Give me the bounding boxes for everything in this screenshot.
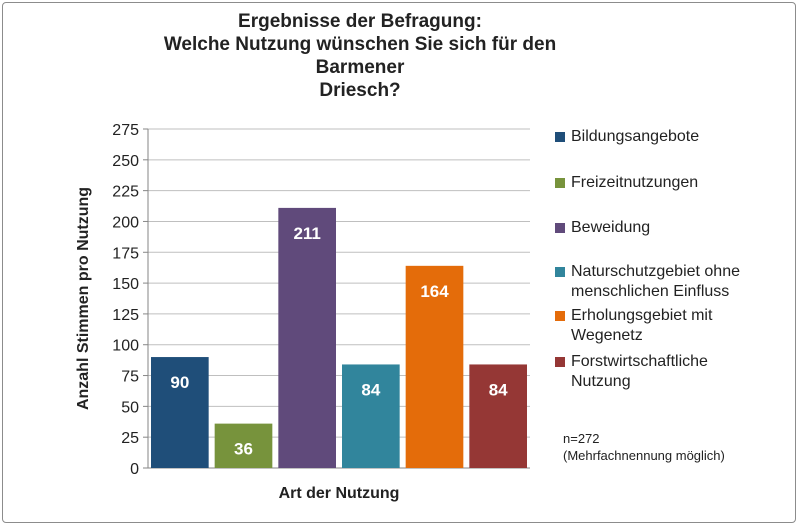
data-label: 164 [420,282,449,301]
bar-5 [405,265,464,468]
y-tick-label: 0 [130,461,139,478]
y-tick-label: 75 [121,369,139,386]
legend-label: Freizeitnutzungen [571,174,699,191]
y-tick-label: 250 [112,153,139,170]
y-tick-label: 275 [112,122,139,139]
legend-label: Forstwirtschaftliche Nutzung [571,353,708,390]
legend-label: Beweidung [571,219,651,236]
y-tick-label: 225 [112,184,139,201]
legend-label: Bildungsangebote [571,128,700,145]
legend-swatch [555,132,565,142]
bar-2 [214,423,273,468]
data-label: 211 [293,224,320,243]
y-tick-label: 175 [112,245,139,262]
bar-1 [151,357,209,468]
legend-swatch [555,357,565,367]
legend-swatch [555,178,565,188]
data-label: 90 [170,373,189,392]
x-axis-label: Art der Nutzung [279,485,400,502]
y-tick-label: 100 [112,338,139,355]
legend-label: Naturschutzgebiet ohne menschlichen Einf… [571,263,740,300]
y-axis-label: Anzahl Stimmen pro Nutzung [75,187,92,410]
chart-title: Ergebnisse der Befragung: Welche Nutzung… [163,11,557,101]
y-tick-label: 200 [112,214,139,231]
annotation: n=272 (Mehrfachnennung möglich) [563,431,725,463]
bar-3 [278,207,336,469]
y-tick-label: 25 [121,430,139,447]
y-tick-label: 50 [121,399,139,416]
bar-4 [342,364,400,468]
legend-swatch [555,311,565,321]
legend-swatch [555,267,565,277]
y-tick-label: 150 [112,276,139,293]
data-label: 84 [489,380,508,399]
bar-6 [469,364,527,468]
data-label: 36 [234,440,253,459]
legend-label: Erholungsgebiet mit Wegenetz [571,307,713,344]
data-label: 84 [361,380,380,399]
y-tick-label: 125 [112,307,139,324]
legend-swatch [555,223,565,233]
